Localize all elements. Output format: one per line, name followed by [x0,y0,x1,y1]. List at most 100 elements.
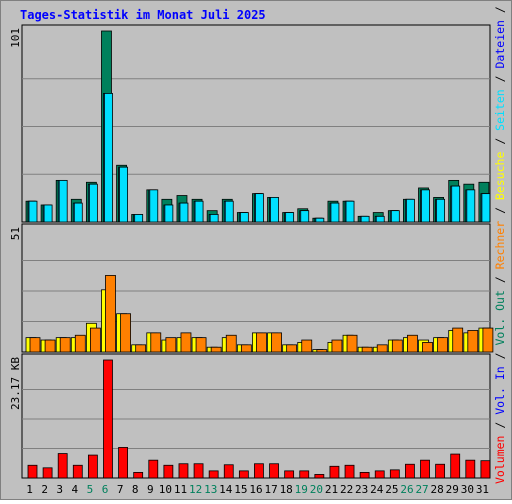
bar-volumen-day-13 [208,470,219,479]
x-tick-label: 7 [117,483,124,496]
bar-volumen-day-10 [163,464,174,479]
x-tick-label: 15 [234,483,247,496]
bar-rechner-day-23 [361,346,373,353]
bar-seiten-day-17 [270,197,279,223]
bar-volumen-day-18 [284,470,295,479]
legend-part: / [493,131,507,152]
legend-part: / [493,346,507,367]
bar-rechner-day-25 [391,339,403,353]
bar-rechner-day-13 [210,346,222,353]
bar-volumen-day-20 [314,474,325,479]
bar-volumen-day-5 [87,454,98,479]
legend-part: Vol. In [493,366,507,414]
bar-seiten-day-15 [239,212,249,223]
y-max-label: 101 [9,28,22,48]
bar-volumen-day-28 [435,463,446,479]
bar-seiten-day-27 [421,189,430,223]
bar-rechner-day-30 [467,330,479,353]
bar-seiten-day-12 [194,200,204,223]
x-tick-label: 22 [340,483,353,496]
bar-rechner-day-5 [89,327,101,353]
bar-volumen-day-16 [254,463,264,479]
bar-seiten-day-4 [73,202,83,223]
bar-seiten-day-31 [481,193,491,223]
bar-volumen-day-1 [27,464,38,479]
bar-seiten-day-19 [300,210,310,223]
bar-seiten-day-9 [149,189,159,223]
x-axis-labels: 1 2 3 4 5 6 7 8 9 10 11 12 13 14 15 16 17 18 19 20 21 22 23 24 2… [26,483,489,496]
bar-seiten-day-2 [43,204,53,223]
x-tick-label: 21 [325,483,338,496]
x-tick-label: 4 [72,483,79,496]
bar-rechner-day-3 [59,337,71,353]
legend-part: Volumen [493,436,507,484]
x-tick-label: 6 [102,483,109,496]
legend-part: / [493,200,507,221]
y-max-label: 51 [9,227,22,240]
x-tick-label: 1 [26,483,33,496]
chart-panels: 101 51 23.17 KB [9,24,494,479]
bar-rechner-day-17 [271,332,282,353]
bar-volumen-day-7 [118,447,128,479]
x-tick-label: 13 [204,483,217,496]
bar-rechner-day-31 [482,327,494,353]
legend-part: Vol. Out [493,290,507,345]
x-tick-label: 17 [264,483,277,496]
panel-top: 101 [9,24,491,223]
bar-volumen-day-31 [480,460,491,479]
bar-seiten-day-6 [104,93,113,223]
bar-seiten-day-29 [451,185,461,223]
bar-rechner-day-15 [240,344,252,353]
bar-rechner-day-1 [29,337,41,353]
bar-seiten-day-23 [360,215,370,223]
x-tick-label: 14 [219,483,233,496]
bar-rechner-day-6 [105,275,116,353]
bar-seiten-day-8 [134,214,144,223]
bar-seiten-day-14 [224,200,234,223]
bar-rechner-day-27 [422,342,433,353]
bar-rechner-day-4 [74,334,86,353]
panel-bottom: 23.17 KB [9,353,491,479]
bar-seiten-day-5 [88,183,98,223]
bar-volumen-day-14 [223,464,234,479]
bar-volumen-day-2 [42,467,53,479]
bar-volumen-day-3 [57,453,68,479]
bar-seiten-day-1 [28,200,38,223]
x-tick-label: 23 [355,483,368,496]
bar-volumen-day-30 [465,459,476,479]
bar-volumen-day-11 [178,463,189,479]
x-tick-label: 8 [132,483,139,496]
legend-part: Besuche [493,152,507,201]
bar-volumen-day-6 [103,359,113,479]
bar-rechner-day-26 [407,334,418,353]
bar-seiten-day-26 [406,198,415,223]
bar-rechner-day-19 [301,339,313,353]
x-tick-label: 12 [189,483,202,496]
legend-part: Seiten [493,89,507,131]
bar-volumen-day-9 [148,459,159,479]
chart-title: Tages-Statistik im Monat Juli 2025 [20,8,266,22]
bar-volumen-day-29 [450,453,461,479]
x-tick-label: 16 [249,483,262,496]
bar-volumen-day-22 [344,464,355,479]
bar-rechner-day-9 [150,332,162,353]
bar-seiten-day-20 [315,217,325,223]
x-tick-label: 29 [446,483,459,496]
bar-seiten-day-3 [58,179,68,223]
bar-seiten-day-21 [330,202,340,223]
bar-seiten-day-28 [436,198,446,223]
bar-rechner-day-28 [437,337,449,353]
x-tick-label: 3 [56,483,63,496]
x-tick-label: 26 [400,483,413,496]
bar-volumen-day-24 [374,470,385,479]
bar-rechner-day-11 [180,332,192,353]
right-legend: Volumen / Vol. In / Vol. Out / Rechner /… [493,0,507,484]
bar-rechner-day-20 [316,349,328,353]
bar-volumen-day-19 [299,470,310,479]
bar-seiten-day-30 [466,189,476,223]
bar-volumen-day-27 [420,459,430,479]
bar-volumen-day-23 [359,471,370,479]
x-tick-label: 28 [431,483,444,496]
